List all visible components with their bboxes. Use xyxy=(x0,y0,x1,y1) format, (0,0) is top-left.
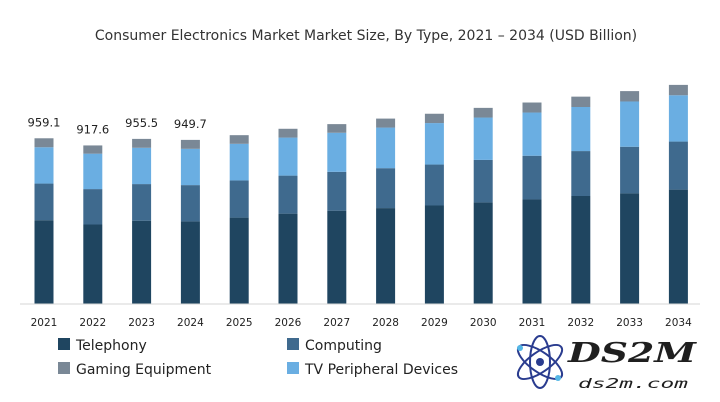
legend-label-computing: Computing xyxy=(305,338,382,354)
bar-segment-gaming-equipment-2030 xyxy=(473,107,493,118)
bar-segment-gaming-equipment-2032 xyxy=(571,96,591,108)
bar-segment-telephony-2025 xyxy=(229,217,249,304)
bar-segment-telephony-2027 xyxy=(327,210,347,304)
bar-segment-computing-2026 xyxy=(278,175,298,214)
bar-segment-computing-2033 xyxy=(620,146,640,194)
x-tick-label: 2030 xyxy=(470,317,497,329)
bar-segment-telephony-2028 xyxy=(376,208,396,304)
bar-segment-computing-2028 xyxy=(376,168,396,209)
data-label-2021: 959.1 xyxy=(28,115,61,129)
bar-segment-gaming-equipment-2021 xyxy=(34,138,54,148)
bar-segment-tv-peripheral-devices-2033 xyxy=(620,101,640,147)
bar-segment-tv-peripheral-devices-2034 xyxy=(668,95,688,142)
bar-segment-gaming-equipment-2025 xyxy=(229,135,249,144)
x-tick-label: 2023 xyxy=(128,317,155,329)
bar-segment-telephony-2029 xyxy=(424,205,444,304)
bar-segment-telephony-2033 xyxy=(620,193,640,304)
bar-segment-telephony-2026 xyxy=(278,213,298,304)
bar-segment-tv-peripheral-devices-2023 xyxy=(132,147,152,185)
bar-segment-gaming-equipment-2033 xyxy=(620,91,640,102)
bar-segment-computing-2027 xyxy=(327,171,347,211)
bar-segment-telephony-2031 xyxy=(522,199,542,304)
bar-segment-computing-2030 xyxy=(473,159,493,203)
bar-segment-gaming-equipment-2031 xyxy=(522,102,542,113)
watermark-logo: DS2M ds2m.com xyxy=(516,335,698,392)
bar-segment-computing-2023 xyxy=(132,184,152,221)
logo-wordmark: DS2M xyxy=(567,338,698,369)
x-tick-label: 2032 xyxy=(567,317,594,329)
bar-segment-tv-peripheral-devices-2025 xyxy=(229,143,249,181)
bar-segment-gaming-equipment-2029 xyxy=(424,113,444,124)
legend-label-telephony: Telephony xyxy=(75,338,147,354)
bar-segment-gaming-equipment-2027 xyxy=(327,124,347,133)
x-tick-label: 2031 xyxy=(519,317,546,329)
x-tick-label: 2028 xyxy=(372,317,399,329)
atom-icon xyxy=(516,335,564,389)
legend-swatch-telephony xyxy=(58,338,70,350)
bar-segment-telephony-2023 xyxy=(132,220,152,304)
legend-swatch-gaming-equipment xyxy=(58,362,70,374)
bar-segment-telephony-2024 xyxy=(180,221,200,304)
x-tick-label: 2021 xyxy=(31,317,58,329)
bar-segment-tv-peripheral-devices-2030 xyxy=(473,117,493,160)
bar-segment-telephony-2030 xyxy=(473,202,493,304)
data-label-2022: 917.6 xyxy=(76,122,109,136)
chart-title: Consumer Electronics Market Market Size,… xyxy=(95,28,637,44)
bar-segment-computing-2024 xyxy=(180,185,200,222)
x-tick-label: 2033 xyxy=(616,317,643,329)
bar-segment-computing-2029 xyxy=(424,164,444,206)
legend-swatch-computing xyxy=(287,338,299,350)
bar-segment-tv-peripheral-devices-2024 xyxy=(180,148,200,186)
bar-segment-telephony-2034 xyxy=(668,189,688,304)
bar-segment-computing-2025 xyxy=(229,180,249,218)
bar-segment-tv-peripheral-devices-2022 xyxy=(83,153,103,190)
legend-label-tv-peripheral-devices: TV Peripheral Devices xyxy=(304,362,458,378)
bar-segment-tv-peripheral-devices-2029 xyxy=(424,123,444,165)
bar-segment-gaming-equipment-2028 xyxy=(376,118,396,128)
bar-segment-computing-2022 xyxy=(83,189,103,225)
bar-segment-telephony-2032 xyxy=(571,196,591,304)
x-tick-label: 2022 xyxy=(79,317,106,329)
bars-layer xyxy=(34,84,688,304)
bar-segment-tv-peripheral-devices-2028 xyxy=(376,127,396,169)
bar-segment-computing-2031 xyxy=(522,155,542,200)
logo-url: ds2m.com xyxy=(578,377,688,392)
data-label-2023: 955.5 xyxy=(125,116,158,130)
bar-segment-gaming-equipment-2023 xyxy=(132,138,152,148)
bar-segment-tv-peripheral-devices-2021 xyxy=(34,147,54,184)
x-tick-label: 2034 xyxy=(665,317,692,329)
x-tick-label: 2027 xyxy=(323,317,350,329)
x-tick-label: 2029 xyxy=(421,317,448,329)
bar-segment-gaming-equipment-2034 xyxy=(668,84,688,96)
data-label-2024: 949.7 xyxy=(174,117,207,131)
bar-segment-computing-2032 xyxy=(571,151,591,196)
bar-segment-gaming-equipment-2022 xyxy=(83,145,103,154)
bar-segment-gaming-equipment-2026 xyxy=(278,128,298,138)
data-labels: 959.1 917.6 955.5 949.7 xyxy=(28,115,207,136)
bar-segment-telephony-2022 xyxy=(83,224,103,304)
x-tick-label: 2025 xyxy=(226,317,253,329)
bar-segment-tv-peripheral-devices-2027 xyxy=(327,132,347,172)
bar-segment-tv-peripheral-devices-2031 xyxy=(522,112,542,156)
legend-label-gaming-equipment: Gaming Equipment xyxy=(76,362,212,378)
x-tick-label: 2026 xyxy=(275,317,302,329)
bar-segment-computing-2021 xyxy=(34,183,54,221)
bar-segment-gaming-equipment-2024 xyxy=(180,139,200,149)
bar-segment-telephony-2021 xyxy=(34,220,54,304)
x-tick-label: 2024 xyxy=(177,317,204,329)
legend-swatch-tv-peripheral-devices xyxy=(287,362,299,374)
bar-segment-computing-2034 xyxy=(668,141,688,190)
bar-segment-tv-peripheral-devices-2026 xyxy=(278,137,298,176)
x-tick-labels: 2021 2022 2023 2024 2025 2026 2027 2028 2029 2030… xyxy=(31,317,692,329)
bar-segment-tv-peripheral-devices-2032 xyxy=(571,107,591,152)
legend: Telephony Computing Gaming Equipment TV Per… xyxy=(58,338,458,378)
